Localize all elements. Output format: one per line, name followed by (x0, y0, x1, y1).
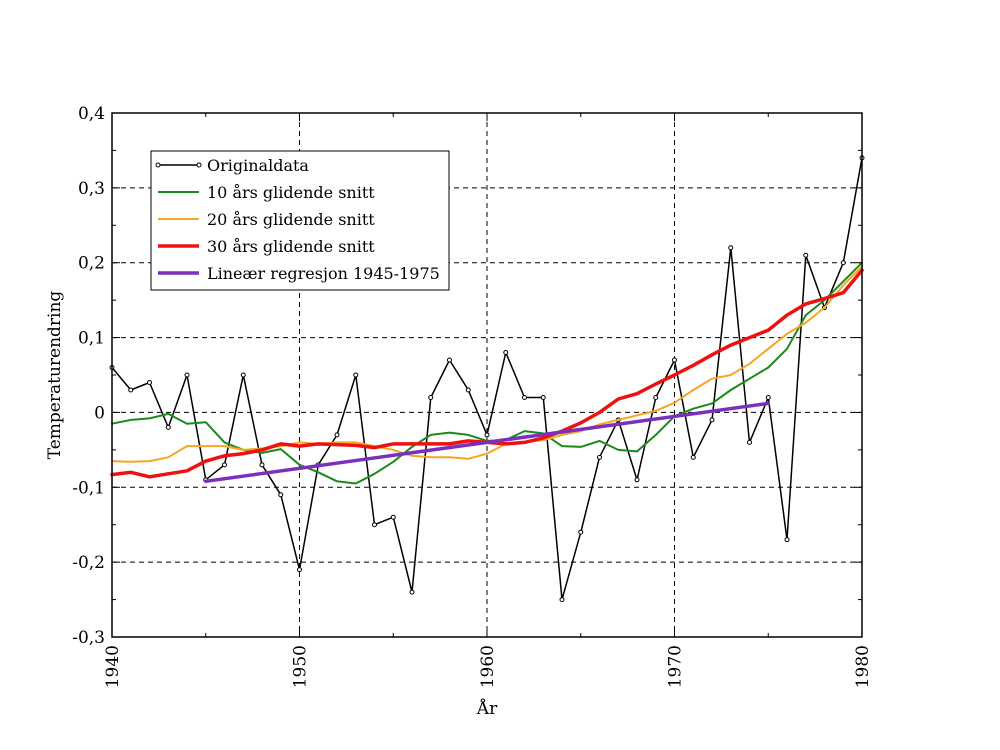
data-point (784, 537, 790, 543)
legend-label: Originaldata (207, 156, 309, 175)
legend-label: 30 års glidende snitt (207, 237, 375, 256)
x-tick-label: 1960 (478, 645, 498, 688)
x-tick-label: 1980 (853, 645, 873, 688)
x-tick-label: 1950 (291, 645, 311, 688)
data-point (334, 432, 340, 438)
y-tick-label: 0,1 (78, 329, 105, 349)
data-point (128, 387, 134, 393)
data-point (184, 372, 190, 378)
data-point (765, 394, 771, 400)
data-point (503, 350, 509, 356)
y-tick-label: -0,1 (72, 478, 105, 498)
y-tick-label: 0,4 (78, 104, 105, 124)
y-axis-title: Temperaturendring (45, 291, 65, 460)
data-point (240, 372, 246, 378)
data-point (353, 372, 359, 378)
data-point (690, 454, 696, 460)
data-point (653, 394, 659, 400)
data-point (297, 567, 302, 573)
data-point (465, 387, 471, 393)
data-point (484, 432, 490, 438)
data-point (597, 454, 602, 460)
series-line-2 (111, 265, 863, 463)
tick-layer: -0,3 -0,2 -0,1 0 0,1 0,2 0,3 0,4 1940 1950 1960 197… (72, 104, 873, 688)
data-point (709, 417, 715, 423)
series-layer (109, 155, 865, 603)
legend-label: Lineær regresjon 1945-1975 (207, 264, 440, 283)
data-point (409, 589, 415, 595)
data-point (522, 394, 527, 400)
legend-marker (155, 162, 161, 168)
data-point (840, 260, 846, 266)
data-point (747, 439, 752, 445)
x-tick-label: 1970 (666, 645, 686, 688)
data-point (578, 529, 584, 535)
data-point (259, 462, 265, 468)
series-line-4 (204, 401, 771, 484)
data-point (559, 597, 565, 603)
x-tick-label: 1940 (103, 645, 123, 688)
legend-marker (196, 162, 202, 168)
y-tick-label: -0,2 (72, 553, 105, 573)
data-point (728, 245, 734, 251)
data-point (634, 477, 640, 483)
legend-box (150, 150, 450, 291)
legend-label: 10 års glidende snitt (207, 183, 375, 202)
legend-label: 20 års glidende snitt (207, 210, 375, 229)
data-point (147, 379, 152, 385)
data-point (672, 357, 677, 363)
data-point (390, 514, 396, 520)
data-point (803, 252, 809, 258)
data-point (222, 462, 227, 468)
data-point (447, 357, 452, 363)
x-axis-title: År (476, 698, 498, 719)
data-point (278, 492, 284, 498)
data-point (372, 522, 377, 528)
y-tick-label: 0 (94, 403, 105, 423)
y-tick-label: 0,2 (78, 254, 105, 274)
y-tick-label: -0,3 (72, 628, 105, 648)
legend: Originaldata 10 års glidende snitt 20 års … (150, 150, 450, 291)
y-tick-label: 0,3 (78, 179, 105, 199)
data-point (428, 394, 434, 400)
data-point (540, 394, 546, 400)
data-point (165, 424, 171, 430)
